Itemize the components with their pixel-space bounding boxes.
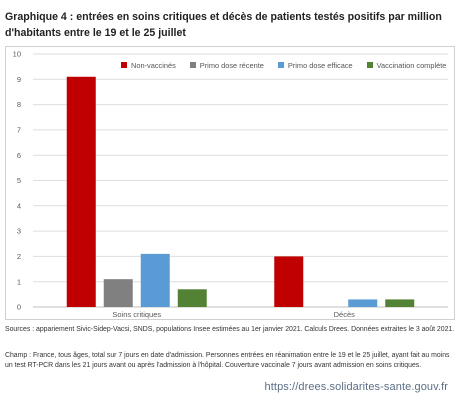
legend-swatch — [189, 62, 196, 68]
legend-label: Primo dose efficace — [287, 60, 353, 70]
y-tick-label: 9 — [17, 75, 21, 84]
legend-swatch — [121, 62, 127, 68]
bar-chart: 0 1 2 3 4 5 6 7 8 9 10 Soins critiques Décès — [13, 50, 448, 319]
y-tick-label: 2 — [17, 252, 21, 261]
y-tick-label: 0 — [17, 303, 21, 312]
legend-label: Vaccination complète — [376, 60, 447, 70]
legend-swatch — [277, 62, 284, 68]
chart-title: Graphique 4 : entrées en soins critiques… — [5, 11, 442, 39]
y-tick-label: 3 — [17, 227, 21, 236]
legend-label: Primo dose récente — [199, 60, 264, 70]
bar-2-1 — [274, 256, 304, 307]
chart-area: 0 1 2 3 4 5 6 7 8 9 10 Soins critiques Décès Non-vac… — [5, 46, 455, 320]
bar-1-1 — [66, 76, 96, 307]
y-tick-label: 4 — [17, 201, 21, 210]
legend-swatch — [366, 62, 373, 68]
source-url: https://drees.solidarites-sante.gouv.fr — [264, 381, 448, 393]
bar-2-3 — [348, 299, 378, 307]
y-tick-label: 1 — [17, 277, 21, 286]
y-tick-label: 7 — [17, 126, 21, 135]
sources-note: Sources : appariement Sivic-Sidep-Vacsi,… — [5, 326, 455, 333]
bar-1-3 — [140, 253, 170, 307]
bar-1-2 — [103, 279, 133, 307]
bar-2-4 — [385, 299, 415, 307]
scope-note: Champ : France, tous âges, total sur 7 j… — [5, 352, 450, 369]
legend-label: Non-vaccinés — [131, 60, 176, 70]
y-tick-label: 6 — [17, 151, 21, 160]
y-tick-label: 10 — [13, 50, 21, 59]
y-tick-label: 8 — [17, 100, 21, 109]
chart-legend: Non-vaccinés Primo dose récente Primo dose… — [121, 59, 446, 71]
legend-item: Vaccination complète — [366, 60, 447, 70]
x-category-label: Décès — [334, 310, 356, 319]
x-category-label: Soins critiques — [112, 310, 161, 319]
bar-1-4 — [177, 289, 207, 307]
legend-item: Non-vaccinés — [121, 61, 176, 70]
y-tick-label: 5 — [17, 176, 21, 185]
legend-item: Primo dose récente — [189, 60, 264, 70]
legend-item: Primo dose efficace — [277, 60, 353, 70]
